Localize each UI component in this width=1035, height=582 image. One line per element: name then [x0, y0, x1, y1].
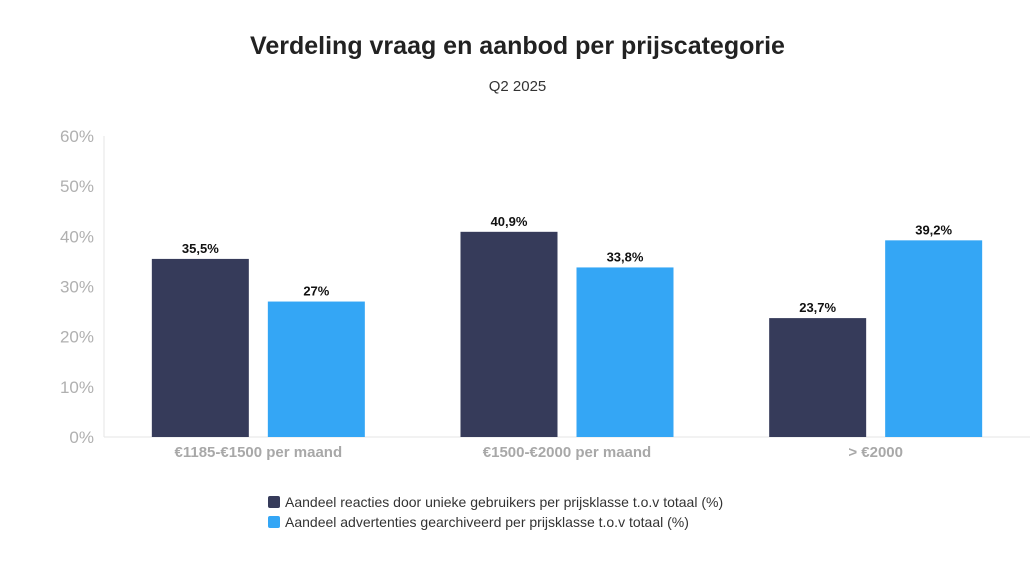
bar [576, 267, 674, 437]
legend-swatch-reacties [268, 496, 280, 508]
legend-swatch-advertenties [268, 516, 280, 528]
data-label: 27% [303, 284, 329, 299]
bar [460, 231, 558, 437]
y-tick-label: 30% [60, 278, 94, 297]
bar [885, 240, 983, 437]
legend-item-reacties: Aandeel reacties door unieke gebruikers … [268, 492, 723, 512]
legend: Aandeel reacties door unieke gebruikers … [268, 492, 723, 532]
chart-title: Verdeling vraag en aanbod per prijscateg… [250, 32, 785, 60]
x-tick-label: €1185-€1500 per maand [175, 444, 343, 461]
chart-subtitle: Q2 2025 [488, 78, 547, 95]
legend-label-advertenties: Aandeel advertenties gearchiveerd per pr… [285, 514, 689, 530]
x-tick-label: > €2000 [848, 444, 903, 461]
legend-item-advertenties: Aandeel advertenties gearchiveerd per pr… [268, 512, 723, 532]
data-label: 40,9% [491, 214, 528, 229]
x-tick-label: €1500-€2000 per maand [483, 444, 651, 461]
bar [151, 258, 249, 437]
legend-label-reacties: Aandeel reacties door unieke gebruikers … [285, 494, 724, 510]
data-label: 39,2% [915, 222, 952, 237]
y-tick-label: 10% [60, 378, 94, 397]
y-tick-label: 50% [60, 177, 94, 196]
y-tick-label: 0% [69, 428, 94, 447]
data-label: 23,7% [799, 300, 836, 315]
y-tick-label: 40% [60, 227, 94, 246]
bar [267, 301, 365, 437]
y-tick-label: 60% [60, 127, 94, 146]
data-label: 33,8% [607, 249, 644, 264]
y-tick-label: 20% [60, 328, 94, 347]
bar [769, 318, 867, 437]
data-label: 35,5% [182, 241, 219, 256]
